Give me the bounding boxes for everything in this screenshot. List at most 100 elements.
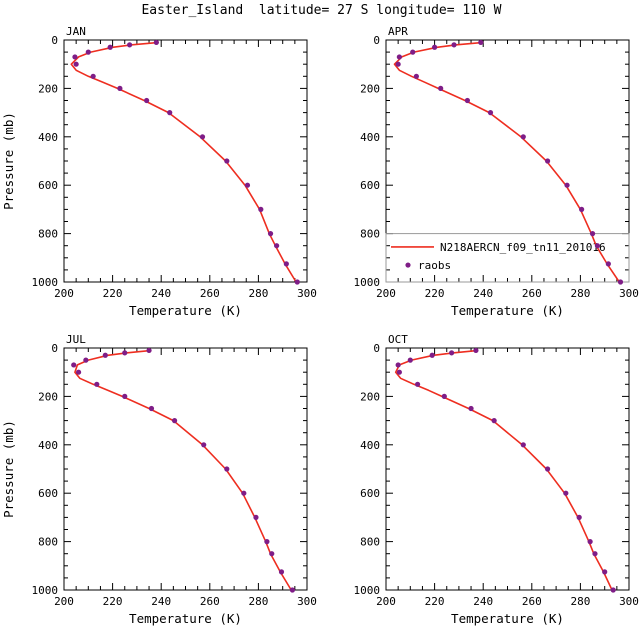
raobs-point [73,61,79,67]
x-tick-label: 220 [425,595,445,608]
raobs-point [414,381,421,387]
y-tick-label: 400 [360,131,380,144]
x-tick-label: 220 [425,287,445,300]
raobs-point [520,134,526,140]
x-tick-label: 240 [151,595,171,608]
raobs-point [563,490,569,496]
y-tick-label: 1000 [32,276,59,289]
legend-model-label: N218AERCN_f09_tn11_201016 [440,241,606,254]
panel-jan: 200 220 240 260 280 300 0 200 400 600 800 1000 JAN Te… [0,22,321,330]
raobs-point [274,243,280,249]
raobs-point [117,85,123,91]
raobs-point [269,551,275,557]
model-temperature-line [74,349,292,591]
raobs-point [75,369,82,375]
y-tick-label: 400 [360,439,380,452]
x-tick-label: 280 [570,595,590,608]
x-tick-label: 200 [376,287,396,300]
raobs-point [264,539,270,545]
legend-raobs-label: raobs [418,259,451,272]
raobs-point [410,49,416,55]
raobs-point [429,352,435,358]
raobs-point [413,73,419,79]
y-tick-label: 200 [360,390,380,403]
raobs-point [544,466,551,472]
y-tick-label: 200 [38,390,58,403]
y-tick-label: 600 [38,179,58,192]
x-tick-label: 240 [473,287,493,300]
raobs-point [258,206,264,212]
raobs-point [107,44,113,50]
raobs-point [610,587,616,593]
x-tick-label: 240 [151,287,171,300]
x-tick-label: 200 [54,595,74,608]
raobs-point [579,206,585,212]
panel-month-label: JAN [66,25,86,38]
x-tick-label: 260 [200,287,220,300]
raobs-point [464,97,471,104]
raobs-point [146,347,152,354]
y-axis-title: Pressure (mb) [1,420,16,518]
raobs-point [395,362,401,368]
raobs-point [83,357,89,363]
raobs-point [283,261,289,267]
raobs-point [224,466,230,472]
raobs-point [72,54,78,60]
raobs-point [576,514,582,520]
raobs-point [171,418,178,424]
y-tick-label: 600 [360,179,380,192]
raobs-point [520,442,526,448]
raobs-point [122,393,128,399]
raobs-point [449,350,455,356]
x-tick-label: 300 [619,595,639,608]
y-tick-label: 400 [38,131,58,144]
raobs-point [441,393,447,399]
panel-jul: 200 220 240 260 280 300 0 200 400 600 800 1000 JUL Te… [0,330,321,638]
y-tick-label: 800 [38,228,58,241]
raobs-point [148,405,155,412]
model-temperature-line [394,349,613,591]
plot-jan: 200 220 240 260 280 300 0 200 400 600 800 1000 JAN Te… [1,25,317,318]
y-tick-label: 1000 [354,276,381,289]
y-tick-label: 800 [360,536,380,549]
raobs-point [127,42,133,48]
raobs-point [94,381,100,387]
raobs-point [90,73,96,79]
x-tick-label: 280 [248,595,268,608]
plot-apr: 200 220 240 260 280 300 0 200 400 600 800 1000 APR Te… [354,25,639,318]
raobs-point [592,551,598,557]
raobs-point [85,49,91,55]
raobs-point [267,231,274,237]
y-tick-label: 0 [51,342,58,355]
x-tick-label: 300 [297,595,317,608]
raobs-point [241,490,247,496]
raobs-point [396,54,402,60]
plot-oct: 200 220 240 260 280 300 0 200 400 600 800 1000 OCT Te… [354,333,639,626]
x-tick-label: 220 [103,595,123,608]
x-axis-title: Temperature (K) [451,611,564,626]
legend-box [385,233,630,283]
raobs-point [473,347,479,354]
raobs-point [167,110,173,116]
raobs-point [201,442,207,448]
raobs-point [617,279,624,285]
y-tick-label: 600 [360,487,380,500]
y-tick-label: 800 [360,228,380,241]
y-tick-label: 0 [51,34,58,47]
y-axis-title: Pressure (mb) [1,112,16,210]
raobs-point [564,182,570,188]
raobs-point [478,39,484,46]
x-tick-label: 200 [54,287,74,300]
x-axis-title: Temperature (K) [129,303,242,318]
x-axis-title: Temperature (K) [129,611,242,626]
raobs-point [432,44,438,50]
raobs-point [438,85,444,91]
raobs-point [199,134,206,140]
y-tick-label: 1000 [354,584,381,597]
y-tick-label: 600 [38,487,58,500]
x-axis-title: Temperature (K) [451,303,564,318]
panel-month-label: JUL [66,333,86,346]
raobs-point [544,158,551,164]
model-temperature-line [70,41,297,283]
